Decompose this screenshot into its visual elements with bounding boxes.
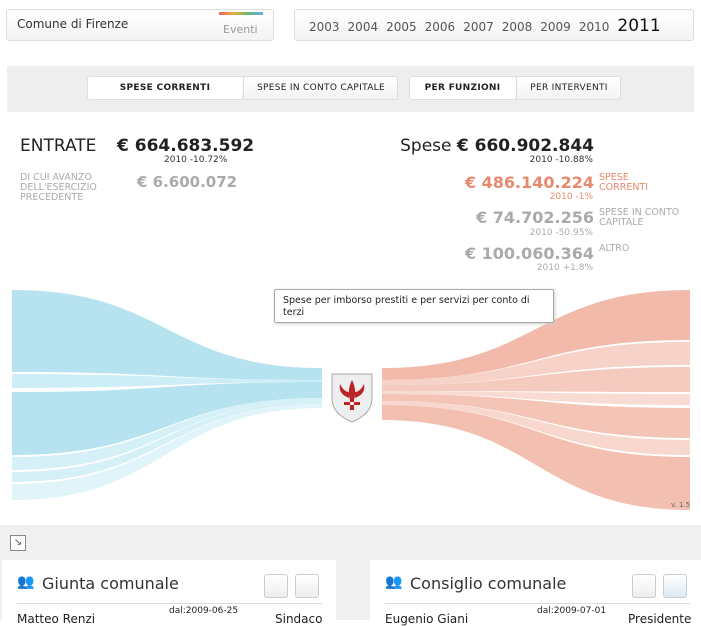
year[interactable]: 2011 [617, 16, 661, 36]
divider [17, 603, 322, 604]
person-role: Presidente [628, 612, 692, 626]
events[interactable]: Eventi [223, 23, 258, 36]
entrate-change: 2010 -10.72% [164, 155, 228, 165]
entrate-amount: € 664.683.592 [117, 136, 255, 156]
item-amount: € 486.140.224 [464, 173, 594, 192]
item-amount: € 74.702.256 [476, 208, 594, 227]
events-bar [219, 12, 263, 15]
spese-amount: € 660.902.844 [456, 136, 594, 156]
year[interactable]: 2004 [347, 20, 379, 34]
year[interactable]: 2007 [463, 20, 494, 34]
version: v. 1.5 [671, 501, 691, 509]
person-since: dal:2009-06-25 [169, 606, 239, 616]
flow[interactable] [382, 391, 690, 405]
down-button[interactable] [295, 574, 319, 598]
flow[interactable] [382, 342, 690, 385]
flow[interactable] [12, 382, 322, 455]
item-change: 2010 -1% [549, 192, 593, 202]
person-since: dal:2009-07-01 [537, 606, 607, 616]
avanzo-label: DI CUI AVANZO DELL'ESERCIZIO PRECEDENTE [20, 172, 97, 203]
city: Comune di Firenze [17, 17, 129, 31]
view-tabs: PER FUNZIONI PER INTERVENTI [409, 76, 621, 100]
person-name: Matteo Renzi [17, 612, 96, 626]
year[interactable]: 2008 [501, 20, 533, 34]
item-change: 2010 +1.8% [536, 263, 593, 273]
spese-change: 2010 -10.88% [529, 155, 593, 165]
flow[interactable] [382, 405, 690, 510]
item-label: ALTRO [599, 243, 630, 254]
person-icon: 👥 [385, 574, 403, 590]
flow[interactable] [12, 398, 322, 470]
flow[interactable] [382, 401, 690, 455]
tab[interactable]: PER FUNZIONI [410, 77, 515, 99]
person-name: Eugenio Giani [385, 612, 469, 626]
avanzo-amount: € 6.600.072 [137, 173, 238, 191]
flow[interactable] [12, 404, 322, 500]
tab[interactable]: SPESE IN CONTO CAPITALE [243, 77, 398, 99]
item-amount: € 100.060.364 [464, 244, 594, 263]
year[interactable]: 2005 [386, 20, 417, 34]
divider [385, 603, 690, 604]
item-label: SPESE CORRENTI [599, 172, 649, 193]
year[interactable]: 2003 [309, 20, 340, 34]
flows [12, 290, 690, 510]
year[interactable]: 2009 [540, 20, 571, 34]
flow[interactable] [382, 367, 690, 392]
year[interactable]: 2010 [578, 20, 610, 34]
spese-total: Spese € 660.902.844 [400, 136, 594, 156]
item-label: SPESE IN CONTO CAPITALE [599, 207, 680, 228]
type-tabs: SPESE CORRENTI SPESE IN CONTO CAPITALE [87, 76, 398, 100]
item-change: 2010 -50.95% [529, 228, 593, 238]
up-button[interactable] [264, 574, 288, 598]
flow[interactable] [382, 290, 690, 380]
flow[interactable] [12, 374, 322, 388]
panel-title: Consiglio comunale [410, 574, 567, 593]
tab[interactable]: PER INTERVENTI [516, 77, 621, 99]
expand-icon[interactable]: ↘ [10, 535, 26, 551]
person-role: Sindaco [275, 612, 323, 626]
flow[interactable] [12, 401, 322, 482]
up-button[interactable] [632, 574, 656, 598]
flow[interactable] [12, 290, 322, 380]
bottom-area: ↘ 👥 Giunta comunale Matteo Renzi dal:200… [0, 525, 701, 626]
person-icon: 👥 [17, 574, 35, 590]
panel-title: Giunta comunale [42, 574, 179, 593]
panel: 👥 Giunta comunale Matteo Renzi dal:2009-… [2, 560, 336, 626]
flow[interactable] [382, 394, 690, 438]
entrate-label: ENTRATE [20, 136, 97, 156]
spese-label: Spese [400, 136, 452, 156]
tab[interactable]: SPESE CORRENTI [88, 77, 242, 99]
year[interactable]: 2006 [424, 20, 456, 34]
years-box: 2003 2004 2005 2006 2007 2008 2009 2010 2011 [294, 9, 694, 41]
toolbar: SPESE CORRENTI SPESE IN CONTO CAPITALE P… [7, 66, 694, 112]
down-button[interactable] [663, 574, 687, 598]
city-box[interactable]: Comune di Firenze Eventi [6, 9, 274, 41]
tooltip: Spese per imborso prestiti e per servizi… [274, 289, 554, 323]
logo [331, 373, 373, 423]
panel: 👥 Consiglio comunale Eugenio Giani dal:2… [370, 560, 701, 626]
years: 2003 2004 2005 2006 2007 2008 2009 2010 2011 [309, 16, 669, 36]
